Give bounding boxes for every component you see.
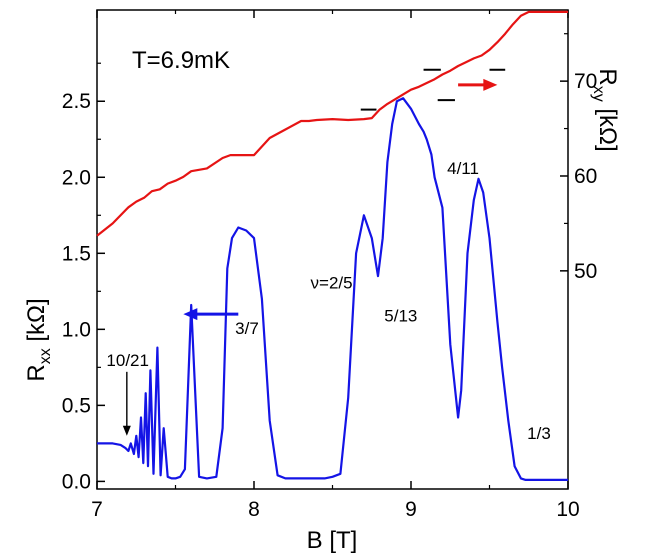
y-left-axis-label-group: Rxx [kΩ]: [23, 298, 54, 381]
annotation-label: ν=2/5: [311, 273, 353, 292]
y-right-tick-label: 50: [574, 260, 597, 283]
annotations: 10/21 3/7 ν=2/5 5/13 4/11 1/3: [106, 159, 550, 443]
y-left-tick-label: 1.0: [62, 318, 91, 341]
y-right-axis-ticks: 50 60 70: [560, 33, 597, 283]
plateau-lines: [360, 68, 506, 111]
plot-frame: [96, 9, 569, 490]
y-left-tick-label: 2.0: [62, 166, 91, 189]
annotation-label: 10/21: [106, 351, 149, 370]
y-left-tick-label: 1.5: [62, 242, 91, 265]
annotation-label: 5/13: [384, 307, 417, 326]
y-right-axis-label: Rxy [kΩ]: [590, 68, 621, 151]
x-tick-label: 10: [556, 498, 579, 521]
series-line-rxy: [96, 10, 568, 237]
x-axis-ticks: 7 8 9 10: [91, 10, 580, 521]
annotation-label: 4/11: [447, 159, 479, 178]
x-tick-label: 7: [91, 498, 103, 521]
series-line-rxx: [97, 97, 568, 481]
y-right-tick-label: 60: [574, 165, 597, 188]
axis-arrows: [183, 78, 498, 321]
y-right-tick-label: 70: [574, 70, 597, 93]
y-left-axis-label: Rxx [kΩ]: [23, 298, 54, 381]
x-axis-label: B [T]: [307, 527, 358, 554]
annotation-label: 1/3: [527, 424, 551, 443]
annotation-label: 3/7: [235, 319, 259, 338]
y-left-axis-ticks: 0.0 0.5 1.0 1.5 2.0 2.5: [62, 62, 105, 493]
axis-arrow-head: [183, 308, 198, 321]
y-left-tick-label: 0.5: [62, 394, 91, 417]
y-left-tick-label: 2.5: [62, 90, 91, 113]
annotation-arrow-head: [122, 425, 131, 436]
x-tick-label: 9: [405, 498, 417, 521]
y-right-axis-label-group: Rxy [kΩ]: [590, 68, 621, 151]
temperature-label: T=6.9mK: [132, 47, 230, 74]
series-lines: [96, 10, 568, 481]
x-tick-label: 8: [248, 498, 260, 521]
axis-arrow-head: [483, 78, 498, 91]
y-left-tick-label: 0.0: [62, 470, 91, 493]
